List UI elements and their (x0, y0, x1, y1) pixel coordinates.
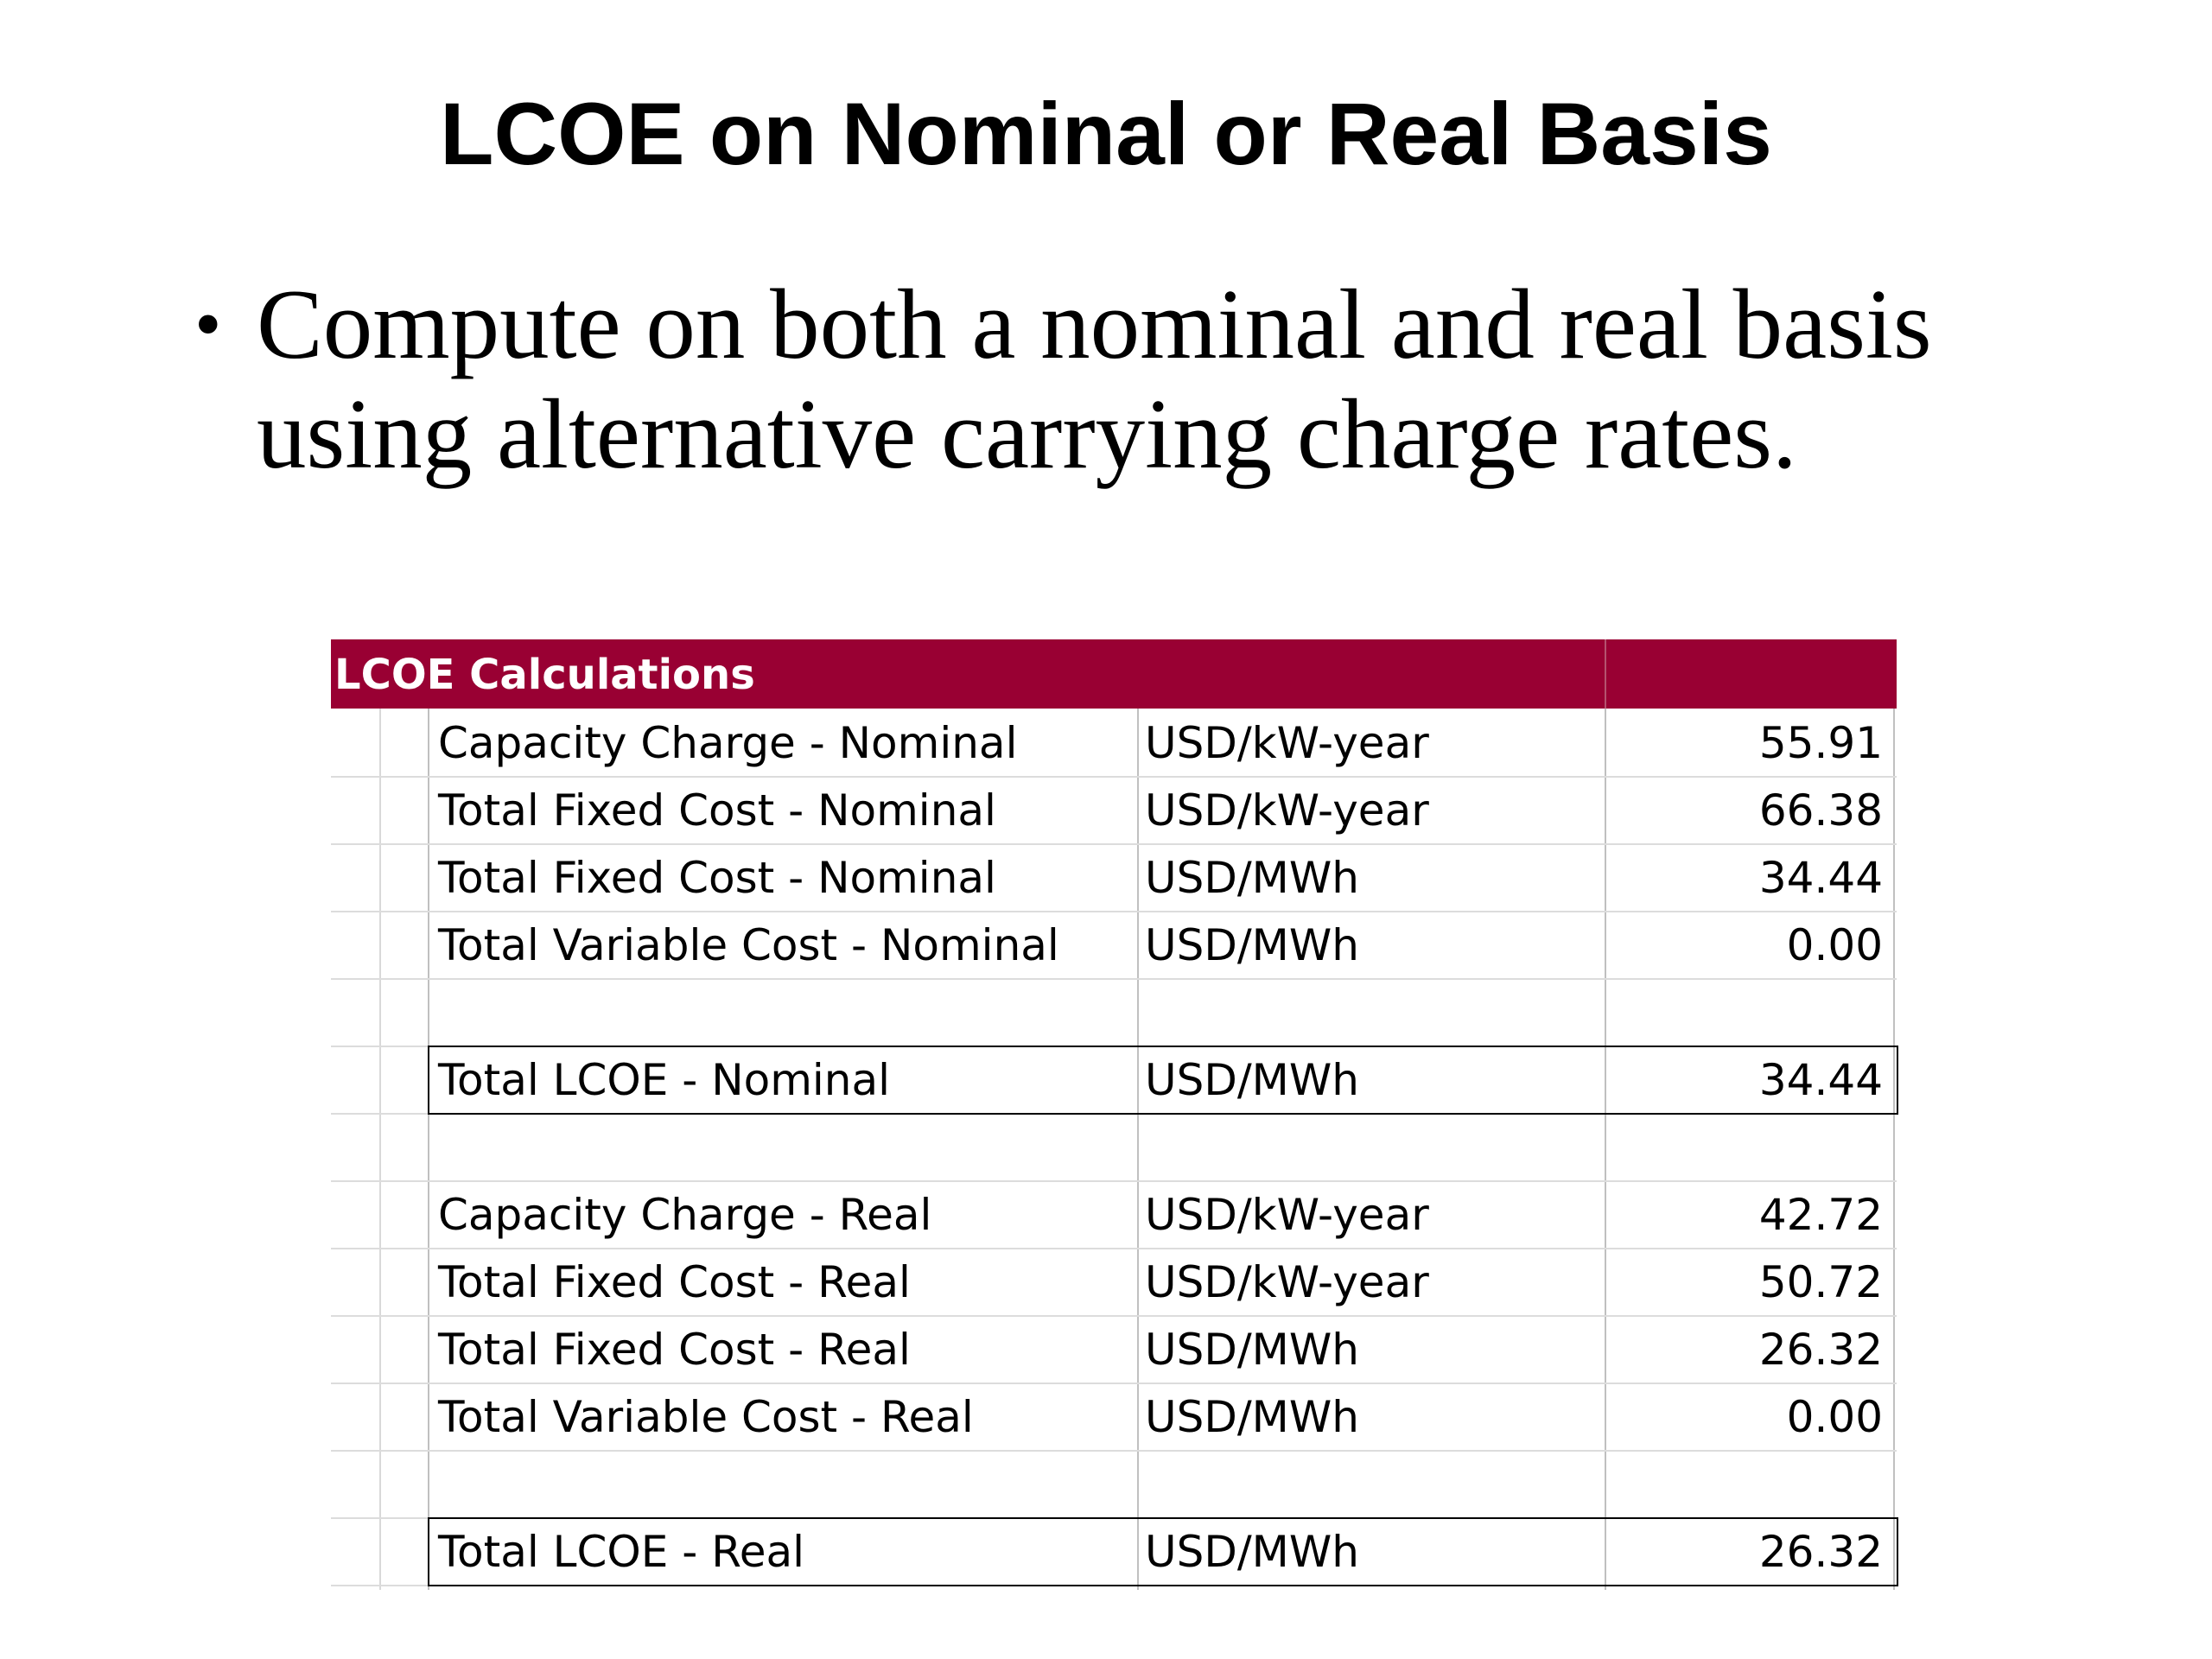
table-row: Total Fixed Cost - Real USD/MWh 26.32 (331, 1315, 1897, 1382)
row-value: 34.44 (1758, 1055, 1883, 1105)
gridline-horizontal (331, 1450, 1897, 1452)
row-value: 26.32 (1758, 1527, 1883, 1577)
gridline-vertical (1605, 709, 1606, 1590)
table-row: Total Variable Cost - Real USD/MWh 0.00 (331, 1382, 1897, 1450)
table-row-empty (331, 1113, 1897, 1180)
row-label: Total Fixed Cost - Nominal (438, 853, 996, 903)
table-header-label: LCOE Calculations (334, 651, 755, 699)
row-value: 55.91 (1758, 718, 1883, 768)
total-lcoe-nominal-box (428, 1046, 1898, 1115)
slide-title: LCOE on Nominal or Real Basis (440, 85, 1772, 183)
row-unit: USD/MWh (1145, 920, 1359, 970)
lcoe-calculations-table: LCOE Calculations Capacity Charge - Nomi… (331, 639, 1898, 1590)
row-label: Total Fixed Cost - Real (438, 1325, 911, 1375)
table-row-empty (331, 978, 1897, 1046)
header-separator (1605, 639, 1606, 709)
row-label: Total Variable Cost - Real (438, 1392, 974, 1442)
row-label: Capacity Charge - Real (438, 1190, 932, 1240)
gridline-horizontal (331, 1315, 1897, 1317)
row-unit: USD/MWh (1145, 853, 1359, 903)
row-label: Total Variable Cost - Nominal (438, 920, 1059, 970)
gridline-vertical (428, 709, 429, 1590)
bullet-text: Compute on both a nominal and real basis… (257, 270, 1932, 489)
row-label: Total Fixed Cost - Nominal (438, 785, 996, 836)
row-value: 0.00 (1786, 920, 1883, 970)
gridline-vertical (379, 709, 381, 1590)
gridline-horizontal (331, 911, 1897, 912)
row-value: 0.00 (1786, 1392, 1883, 1442)
row-value: 66.38 (1758, 785, 1883, 836)
gridline-horizontal (331, 843, 1897, 845)
gridline-horizontal (331, 1248, 1897, 1249)
row-unit: USD/kW-year (1145, 1190, 1429, 1240)
table-row: Capacity Charge - Real USD/kW-year 42.72 (331, 1180, 1897, 1248)
row-value: 26.32 (1758, 1325, 1883, 1375)
table-row-total: Total LCOE - Nominal USD/MWh 34.44 (331, 1046, 1897, 1113)
row-unit: USD/kW-year (1145, 1257, 1429, 1307)
row-unit: USD/kW-year (1145, 785, 1429, 836)
gridline-horizontal (331, 776, 1897, 778)
table-row-empty (331, 1450, 1897, 1517)
bullet-marker: • (194, 282, 222, 367)
row-label: Capacity Charge - Nominal (438, 718, 1018, 768)
gridline-vertical (1893, 709, 1895, 1590)
table-row: Total Variable Cost - Nominal USD/MWh 0.… (331, 911, 1897, 978)
gridline-horizontal (331, 978, 1897, 980)
row-unit: USD/MWh (1145, 1325, 1359, 1375)
row-unit: USD/MWh (1145, 1392, 1359, 1442)
row-value: 42.72 (1758, 1190, 1883, 1240)
table-header: LCOE Calculations (331, 639, 1897, 709)
row-unit: USD/MWh (1145, 1055, 1359, 1105)
row-value: 34.44 (1758, 853, 1883, 903)
table-row: Capacity Charge - Nominal USD/kW-year 55… (331, 709, 1897, 776)
row-unit: USD/kW-year (1145, 718, 1429, 768)
table-row: Total Fixed Cost - Nominal USD/MWh 34.44 (331, 843, 1897, 911)
row-label: Total LCOE - Nominal (438, 1055, 891, 1105)
gridline-horizontal (331, 1180, 1897, 1182)
table-row: Total Fixed Cost - Nominal USD/kW-year 6… (331, 776, 1897, 843)
gridline-horizontal (331, 1382, 1897, 1384)
row-label: Total Fixed Cost - Real (438, 1257, 911, 1307)
gridline-vertical (1137, 709, 1139, 1590)
row-label: Total LCOE - Real (438, 1527, 804, 1577)
table-row-total: Total LCOE - Real USD/MWh 26.32 (331, 1517, 1897, 1585)
row-value: 50.72 (1758, 1257, 1883, 1307)
table-row: Total Fixed Cost - Real USD/kW-year 50.7… (331, 1248, 1897, 1315)
total-lcoe-real-box (428, 1517, 1898, 1586)
row-unit: USD/MWh (1145, 1527, 1359, 1577)
